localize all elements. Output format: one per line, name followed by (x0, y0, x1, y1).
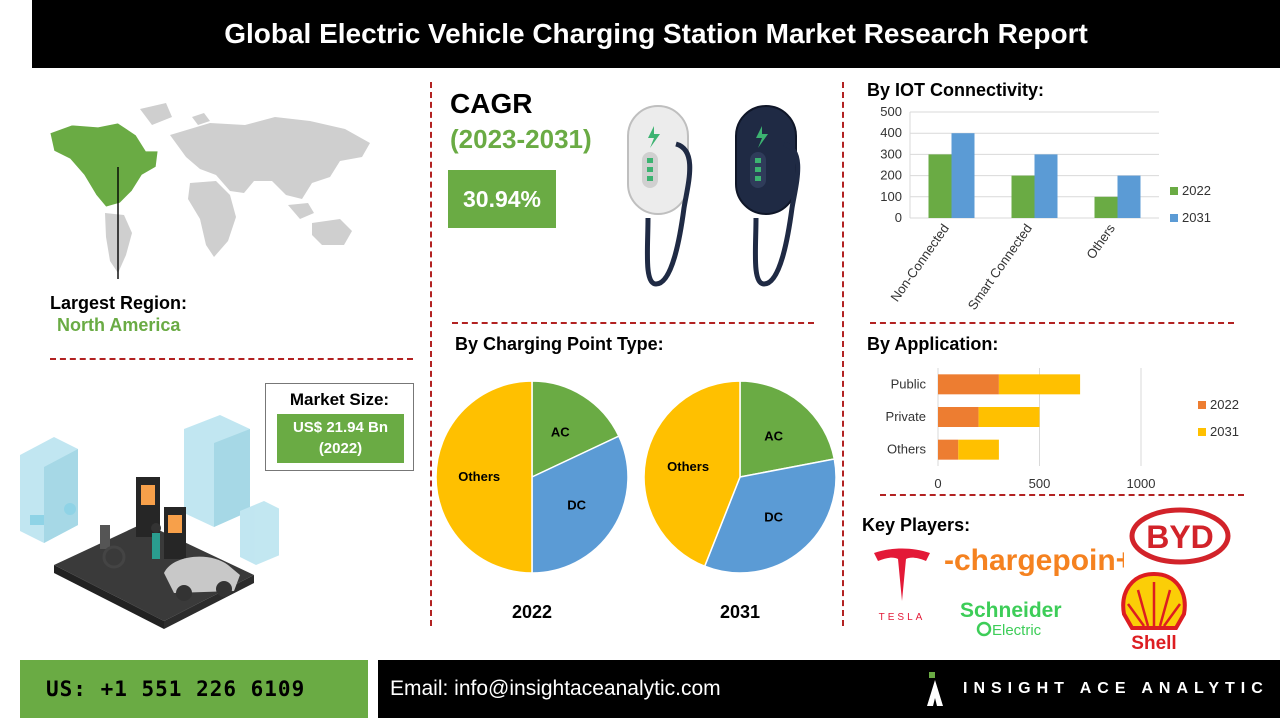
app-bar-public-2031 (998, 374, 1081, 395)
schneider-logo: Schneider Electric (960, 599, 1062, 639)
app-bar-others-2022 (938, 439, 959, 460)
app-bar-others-2031 (958, 439, 999, 460)
app-category-label: Others (887, 442, 927, 457)
market-size-label: Market Size: (289, 390, 390, 409)
ev-charger-illustration (627, 105, 801, 287)
pie-slice-ac-2031 (739, 380, 836, 478)
iot-y-tick-label: 100 (880, 189, 902, 204)
iot-category-label: Smart Connected (965, 221, 1035, 312)
application-heading: By Application: (867, 334, 999, 354)
app-x-tick-label: 500 (1029, 476, 1051, 491)
footer-bar: Email: info@insightaceanalytic.com INSIG… (378, 660, 1280, 718)
pie-label-dc: DC (764, 510, 783, 525)
divider-left (430, 82, 432, 626)
market-size-box: Market Size: US$ 21.94 Bn (2022) (265, 383, 414, 471)
app-bar-private-2022 (938, 407, 979, 427)
pie-slice-others-2031 (643, 380, 741, 568)
shell-wordmark: Shell (1131, 633, 1176, 652)
pie-label-others: Others (458, 469, 500, 484)
byd-wordmark: BYD (1146, 519, 1214, 555)
pie-label-ac: AC (551, 424, 570, 439)
footer-brand: INSIGHT ACE ANALYTIC (963, 680, 1269, 697)
largest-region-label: Largest Region: (50, 293, 188, 313)
report-title: Global Electric Vehicle Charging Station… (32, 0, 1280, 68)
iot-heading: By IOT Connectivity: (867, 80, 1045, 100)
iot-legend-swatch-2022 (1170, 187, 1178, 195)
tesla-wordmark: TESLA (879, 612, 926, 623)
divider-iot (870, 322, 1234, 324)
iot-y-tick-label: 300 (880, 146, 902, 161)
key-players-heading: Key Players: (862, 515, 971, 535)
charging-point-heading: By Charging Point Type: (455, 334, 664, 354)
tesla-logo: TESLA (874, 548, 930, 623)
app-bar-private-2031 (978, 407, 1040, 427)
iot-legend-label: 2022 (1182, 183, 1211, 198)
world-map (49, 103, 370, 279)
footer-phone[interactable]: US: +1 551 226 6109 (20, 660, 368, 718)
pie-slice-others-2022 (435, 380, 533, 574)
largest-region-value: North America (57, 315, 181, 335)
divider-right (842, 82, 844, 626)
iot-y-tick-label: 0 (895, 210, 902, 225)
pie-label-others: Others (667, 459, 709, 474)
iot-bar-non-connected-2022 (928, 154, 952, 218)
cagr-value: 30.94% (448, 170, 556, 228)
iot-bar-non-connected-2031 (951, 133, 975, 218)
pie-year-label: 2022 (512, 602, 552, 622)
dark-charger (735, 105, 801, 287)
app-legend-swatch-2031 (1198, 428, 1206, 436)
app-legend-label: 2031 (1210, 424, 1239, 439)
market-size-amount: US$ 21.94 Bn (292, 419, 389, 436)
iot-bar-chart: 0 100 200 300 400 500 Non-Connected Smart Conne… (880, 104, 1211, 313)
iot-bar-others-2031 (1117, 175, 1141, 218)
market-size-value: US$ 21.94 Bn (2022) (277, 414, 404, 463)
iot-legend-swatch-2031 (1170, 214, 1178, 222)
divider-application (880, 494, 1244, 496)
app-legend-label: 2022 (1210, 397, 1239, 412)
shell-logo: Shell (1121, 571, 1187, 652)
iot-y-tick-label: 500 (880, 104, 902, 119)
insight-ace-logo-icon (927, 672, 943, 706)
charging-city-illustration (20, 415, 279, 629)
pie-slice-ac-2022 (531, 380, 620, 479)
iot-bar-smart-connected-2022 (1011, 175, 1035, 218)
iot-bar-smart-connected-2031 (1034, 154, 1058, 218)
divider-cagr (452, 322, 814, 324)
cagr-years: (2023-2031) (450, 124, 592, 154)
iot-y-tick-label: 200 (880, 168, 902, 183)
cagr-title: CAGR (450, 88, 533, 119)
pie-slice-dc-2031 (703, 458, 837, 574)
app-x-tick-label: 0 (934, 476, 941, 491)
market-size-year: (2022) (318, 440, 363, 457)
byd-logo: BYD (1129, 507, 1231, 565)
iot-category-label: Others (1083, 221, 1118, 262)
pie-slice-dc-2022 (531, 435, 629, 574)
divider-region (50, 358, 413, 360)
pie-chart-2022: AC DC Others 2022 (435, 380, 629, 622)
iot-legend-label: 2031 (1182, 210, 1211, 225)
app-category-label: Private (886, 409, 926, 424)
chargepoint-wordmark: -chargepoin+ (944, 544, 1124, 577)
schneider-wordmark: Schneider (960, 599, 1062, 622)
white-charger (627, 105, 693, 287)
app-category-label: Public (891, 376, 927, 391)
pie-label-ac: AC (764, 428, 783, 443)
app-x-tick-label: 1000 (1127, 476, 1156, 491)
application-bar-chart: 0 500 1000 Public Private Others 2022 2031 (886, 368, 1239, 491)
iot-category-label: Non-Connected (887, 221, 952, 304)
footer-email[interactable]: Email: info@insightaceanalytic.com (390, 677, 721, 700)
app-bar-public-2022 (938, 374, 999, 395)
app-legend-swatch-2022 (1198, 401, 1206, 409)
iot-y-tick-label: 400 (880, 125, 902, 140)
pie-label-dc: DC (567, 497, 586, 512)
pie-chart-2031: AC DC Others 2031 (643, 380, 837, 622)
pie-year-label: 2031 (720, 602, 760, 622)
schneider-wordmark-electric: Electric (992, 622, 1042, 639)
chargepoint-logo: -chargepoin+ (944, 544, 1124, 577)
iot-bar-others-2022 (1094, 196, 1118, 218)
